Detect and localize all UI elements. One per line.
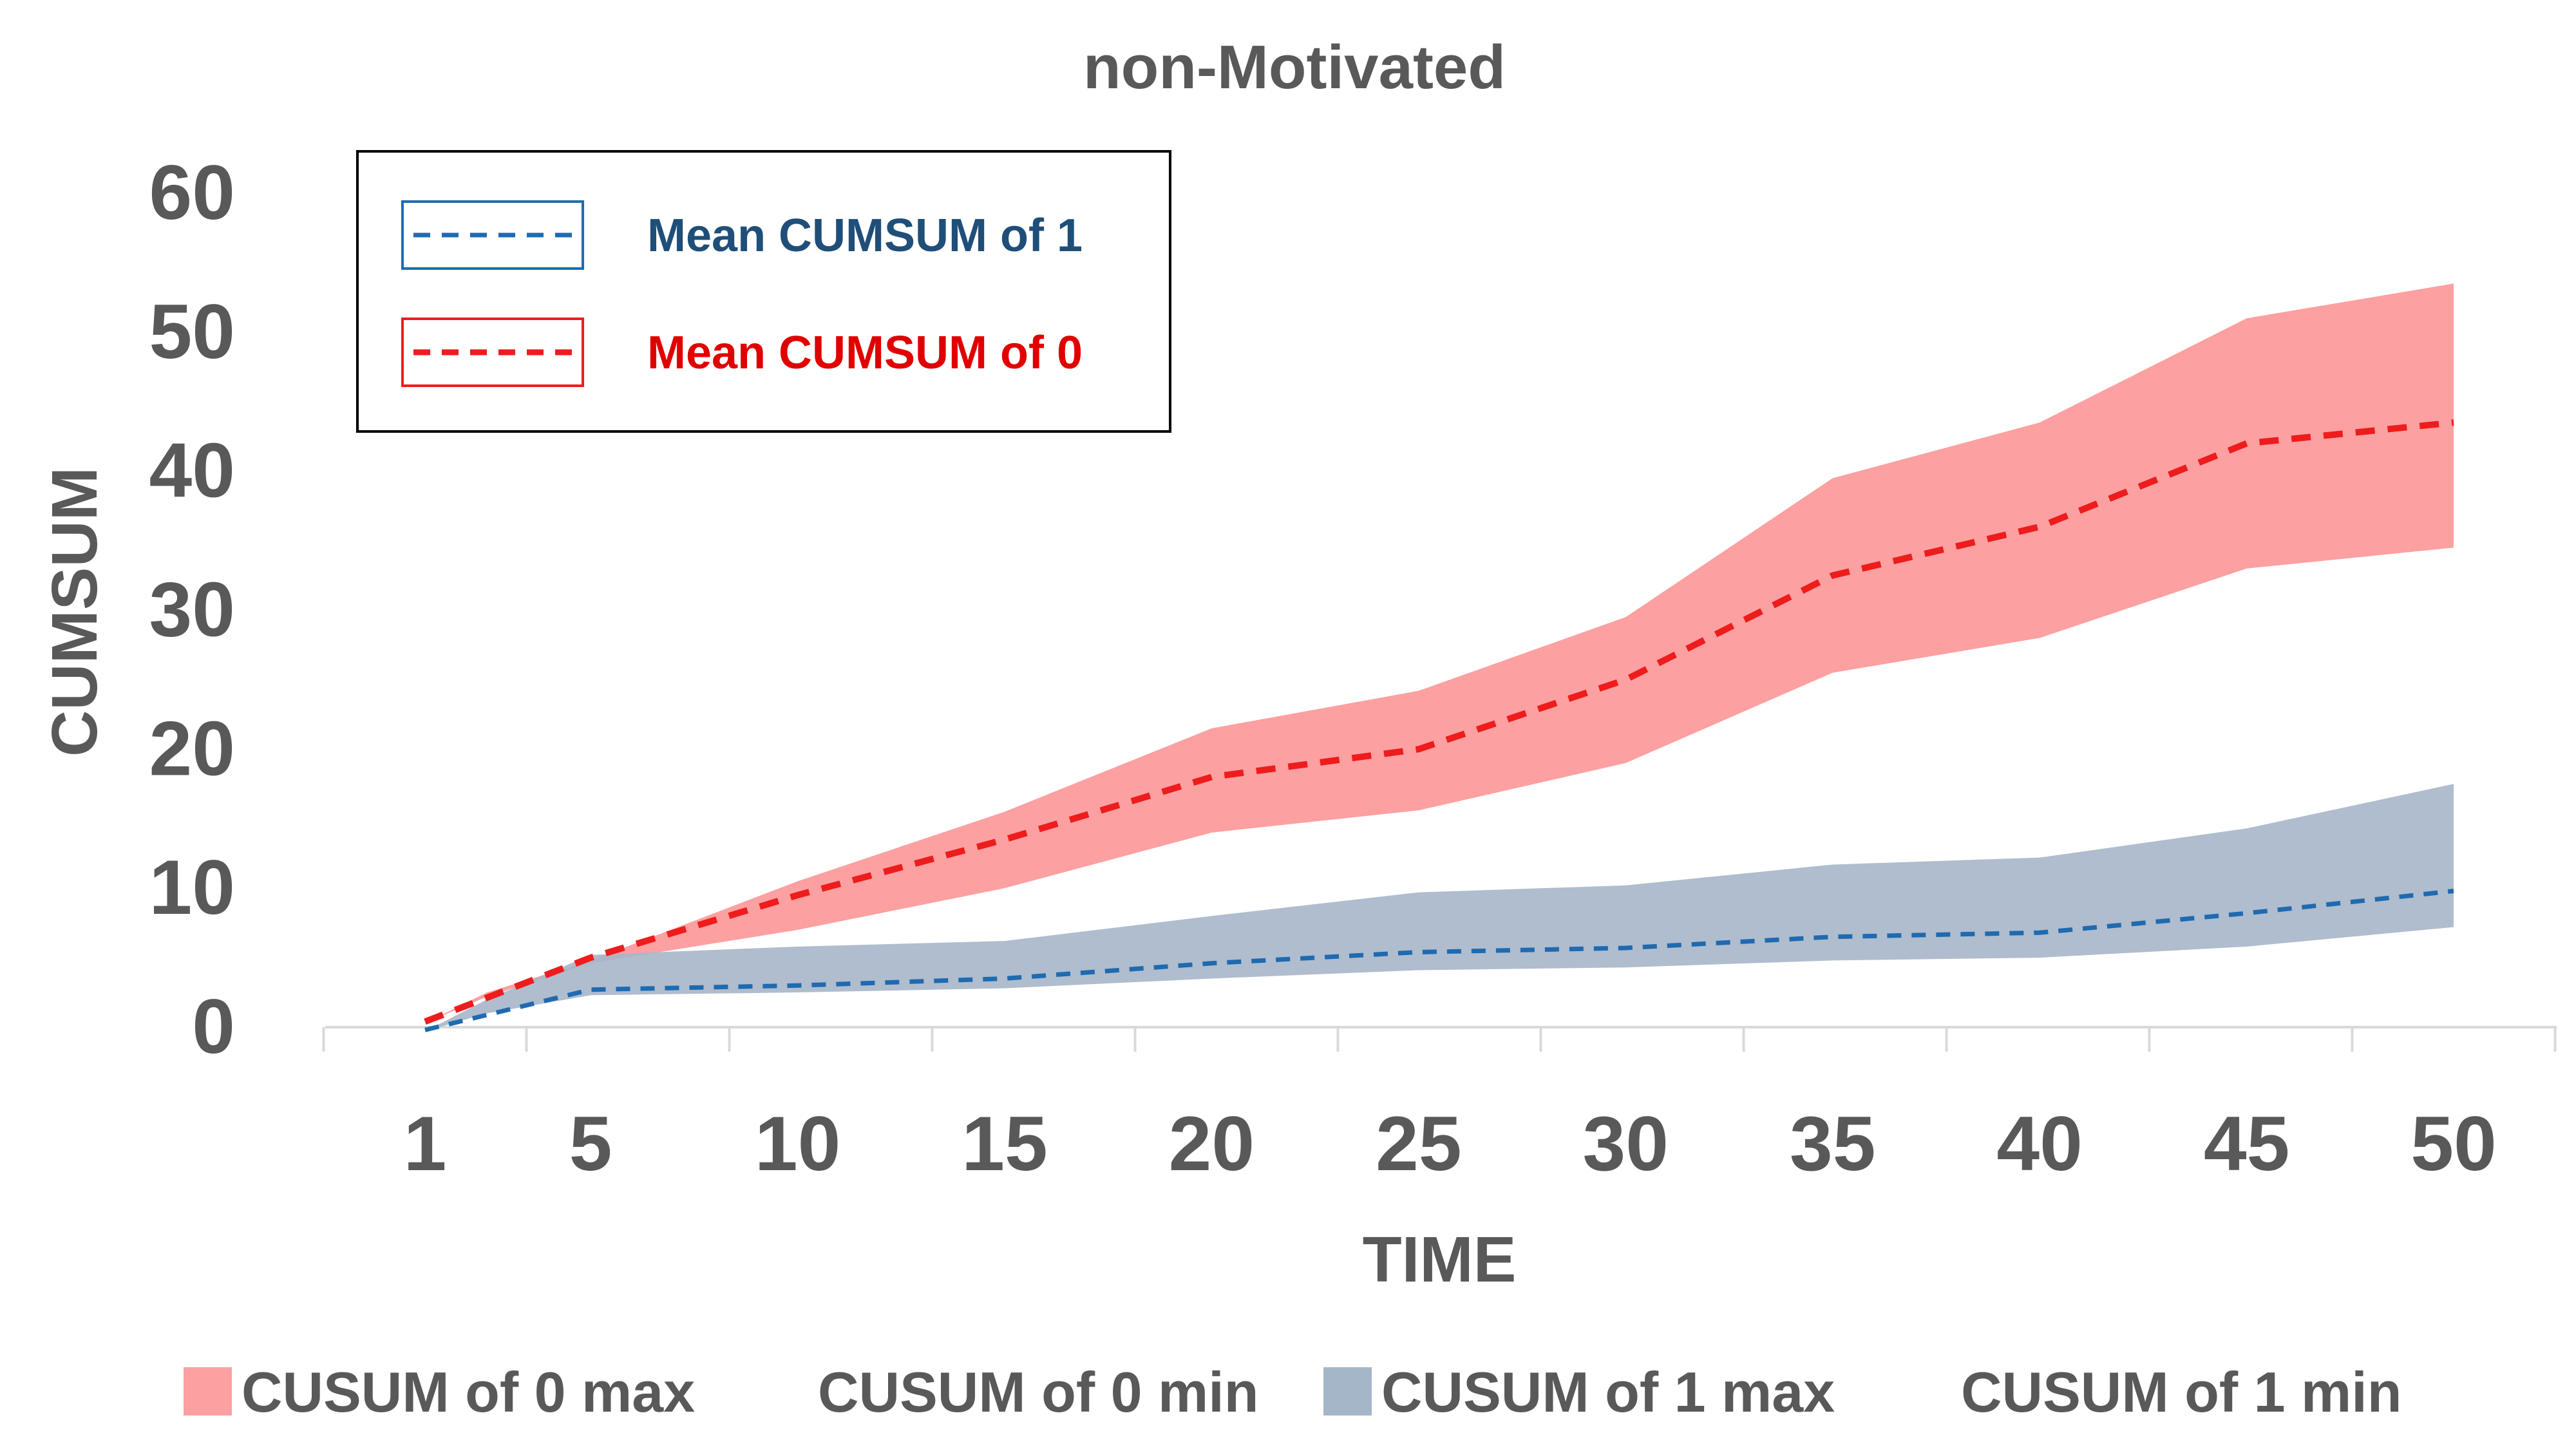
legend-swatch-frame: [401, 317, 584, 387]
series-line-mean-cumsum-1: [424, 889, 2454, 1032]
x-tick-label: 25: [1376, 1101, 1461, 1187]
y-tick-label: 50: [149, 289, 235, 375]
x-tick-label: 50: [2410, 1101, 2496, 1187]
legend-label: Mean CUMSUM of 1: [647, 210, 1083, 261]
y-axis-label: CUMSUM: [39, 467, 111, 757]
y-axis: 0 10 20 30 40 50 60: [149, 149, 235, 1070]
legend-label: Mean CUMSUM of 0: [647, 327, 1083, 379]
y-tick-label: 20: [149, 705, 235, 791]
legend-swatch: [184, 1367, 232, 1416]
legend-swatch: [1323, 1367, 1372, 1416]
x-axis-label: TIME: [1363, 1224, 1517, 1296]
x-tick-label: 1: [404, 1101, 447, 1187]
y-tick-label: 40: [149, 428, 235, 514]
x-tick-label: 15: [961, 1101, 1047, 1187]
y-tick-label: 30: [149, 567, 235, 653]
y-tick-label: 10: [149, 844, 235, 931]
legend-label: CUSUM of 0 max: [242, 1360, 695, 1424]
legend-swatch-frame: [401, 200, 584, 270]
x-tick-label: 40: [1996, 1101, 2082, 1187]
legend-bottom: CUSUM of 0 max CUSUM of 0 min CUSUM of 1 m…: [184, 1360, 2401, 1424]
x-tick-label: 10: [755, 1101, 840, 1187]
x-tick-label: 45: [2204, 1101, 2289, 1187]
x-tick-label: 30: [1583, 1101, 1669, 1187]
legend-label: CUSUM of 1 min: [1961, 1360, 2401, 1424]
x-tick-label: 5: [569, 1101, 612, 1187]
y-tick-label: 60: [149, 149, 235, 236]
legend-box: [356, 150, 1171, 433]
band-layer: [425, 283, 2454, 1032]
band-group-cusum-1: [425, 784, 2454, 1032]
legend-label: CUSUM of 1 max: [1381, 1360, 1835, 1424]
x-tick-label: 35: [1790, 1101, 1875, 1187]
x-axis: 1 5 10 15 20 25 30 35 40 45 50: [322, 1026, 2557, 1187]
chart-title: non-Motivated: [1083, 33, 1506, 102]
series-layer: [424, 419, 2454, 1032]
y-tick-label: 0: [192, 983, 235, 1070]
band-cusum-1: [425, 784, 2454, 1032]
x-tick-label: 20: [1169, 1101, 1255, 1187]
band-cusum-0: [425, 283, 2454, 1023]
series-line-mean-cumsum-0: [424, 419, 2454, 1025]
legend-label: CUSUM of 0 min: [818, 1360, 1258, 1424]
legend-top: Mean CUMSUM of 1 Mean CUMSUM of 0: [356, 150, 1171, 433]
